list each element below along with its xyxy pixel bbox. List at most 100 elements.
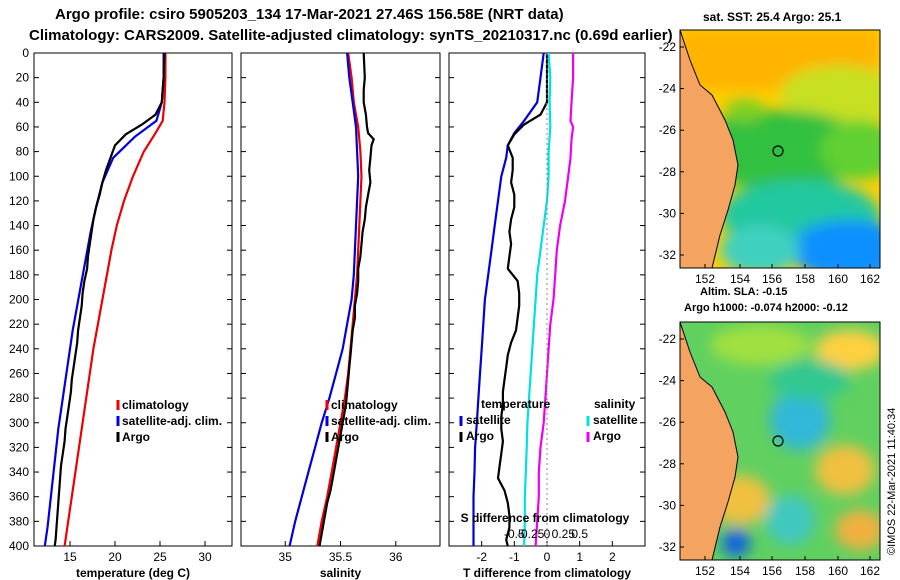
y-tick-label: 380 <box>9 514 29 528</box>
series-line-argo <box>318 52 375 547</box>
legend-title-temperature: temperature <box>481 397 551 411</box>
salinity-panel: 35 35.5 36 salinity climatology satellite-adj… <box>240 52 441 580</box>
x-axis-label: T difference from climatology <box>463 566 631 580</box>
map-lon-label: 158 <box>795 564 815 578</box>
sla-map-title-1: Altim. SLA: -0.15 <box>700 286 788 298</box>
s-tick-label: -0.25 <box>517 527 545 541</box>
y-tick-label: 280 <box>9 391 29 405</box>
map-lat-label: -24 <box>659 374 677 388</box>
map-lon-label: 152 <box>695 272 715 286</box>
legend-label: satellite <box>593 413 638 427</box>
series-line-temperature-argo <box>496 53 549 547</box>
y-tick-label: 400 <box>9 539 29 553</box>
y-tick-label: 180 <box>9 268 29 282</box>
y-tick-label: 220 <box>9 317 29 331</box>
x-axis-label: salinity <box>320 566 362 580</box>
x-tick-label: 35 <box>279 550 293 564</box>
s-tick-label: 0 <box>544 527 551 541</box>
plot-frame <box>33 52 233 547</box>
y-tick-label: 300 <box>9 416 29 430</box>
sst-map <box>679 29 881 269</box>
s-axis-label: S difference from climatology <box>461 511 630 525</box>
y-tick-label: 40 <box>16 95 30 109</box>
x-tick-label: 20 <box>108 550 122 564</box>
map-lon-label: 156 <box>762 272 782 286</box>
series-line-climatology <box>316 52 363 547</box>
title-line-2: Climatology: CARS2009. Satellite-adjuste… <box>29 27 673 44</box>
map-lat-label: -30 <box>659 206 677 220</box>
y-tick-label: 100 <box>9 169 29 183</box>
x-tick-label: 2 <box>609 550 616 564</box>
y-tick-label: 260 <box>9 366 29 380</box>
y-tick-label: 360 <box>9 490 29 504</box>
map-lat-label: -30 <box>659 498 677 512</box>
y-tick-label: 340 <box>9 465 29 479</box>
legend-label: Argo <box>122 430 150 444</box>
map-lat-label: -24 <box>659 82 677 96</box>
legend-label: Argo <box>331 430 359 444</box>
x-tick-label: -2 <box>476 550 487 564</box>
y-tick-label: 120 <box>9 194 29 208</box>
temperature-panel: 0 20 40 60 80 100 120 140 160 180 200 220 240 260 280 3… <box>9 46 233 580</box>
map-lat-label: -22 <box>659 332 677 346</box>
y-tick-label: 320 <box>9 440 29 454</box>
map-lon-label: 152 <box>695 564 715 578</box>
series-line-salinity-satellite <box>523 52 552 547</box>
map-lon-label: 162 <box>860 272 880 286</box>
map-lat-label: -22 <box>659 40 677 54</box>
difference-panel: -2 -1 0 1 2 T difference from climatology S di… <box>448 52 646 580</box>
map-lon-label: 162 <box>860 564 880 578</box>
s-tick-label: -0.5 <box>504 527 525 541</box>
y-tick-label: 60 <box>16 120 30 134</box>
map-lon-label: 154 <box>730 564 750 578</box>
y-tick-label: 240 <box>9 342 29 356</box>
y-tick-label: 0 <box>22 46 29 60</box>
series-line-salinity-argo <box>534 53 575 547</box>
x-tick-label: 15 <box>63 550 77 564</box>
sst-map-title: sat. SST: 25.4 Argo: 25.1 <box>703 10 842 24</box>
map-lat-label: -28 <box>659 457 677 471</box>
x-tick-label: 1 <box>576 550 583 564</box>
series-line-climatology <box>63 53 167 547</box>
x-tick-label: 0 <box>544 550 551 564</box>
map-lat-label: -26 <box>659 123 677 137</box>
map-lon-label: 158 <box>795 272 815 286</box>
map-lat-label: -32 <box>659 540 677 554</box>
series-line-temperature-satellite <box>472 52 545 546</box>
y-tick-label: 20 <box>16 71 30 85</box>
map-lat-label: -28 <box>659 165 677 179</box>
watermark: ©IMOS 22-Mar-2021 11:40:34 <box>886 407 898 555</box>
sla-map <box>679 321 881 561</box>
map-lon-label: 156 <box>762 564 782 578</box>
y-tick-label: 200 <box>9 293 29 307</box>
plot-frame <box>240 52 441 547</box>
y-tick-label: 160 <box>9 243 29 257</box>
sla-map-title-2: Argo h1000: -0.074 h2000: -0.12 <box>684 302 848 314</box>
legend-label: climatology <box>122 398 189 412</box>
x-tick-label: 25 <box>153 550 167 564</box>
legend-label: satellite <box>466 413 511 427</box>
y-tick-label: 80 <box>16 145 30 159</box>
map-lat-label: -26 <box>659 415 677 429</box>
y-tick-label: 140 <box>9 219 29 233</box>
map-lat-label: -32 <box>659 248 677 262</box>
legend-label: satellite-adj. clim. <box>331 414 431 428</box>
map-ticks: -22 -24 -26 -28 -30 -32 152 154 156 158 160 162 -22 -… <box>659 40 881 578</box>
title-line-1: Argo profile: csiro 5905203_134 17-Mar-2… <box>55 6 564 23</box>
x-tick-label: -1 <box>509 550 520 564</box>
legend-label: Argo <box>466 429 494 443</box>
map-lon-label: 154 <box>730 272 750 286</box>
legend-label: satellite-adj. clim. <box>122 414 222 428</box>
series-line-argo <box>53 52 166 547</box>
x-tick-label: 35.5 <box>329 550 353 564</box>
map-lon-label: 160 <box>828 564 848 578</box>
legend-title-salinity: salinity <box>594 397 636 411</box>
legend-label: Argo <box>593 429 621 443</box>
x-tick-label: 30 <box>198 550 212 564</box>
series-line-satellite-adj-clim- <box>43 53 165 547</box>
legend-label: climatology <box>331 398 398 412</box>
map-lon-label: 160 <box>828 272 848 286</box>
series-line-satellite-adj-clim- <box>288 52 360 547</box>
s-tick-label: 0.25 <box>552 527 576 541</box>
